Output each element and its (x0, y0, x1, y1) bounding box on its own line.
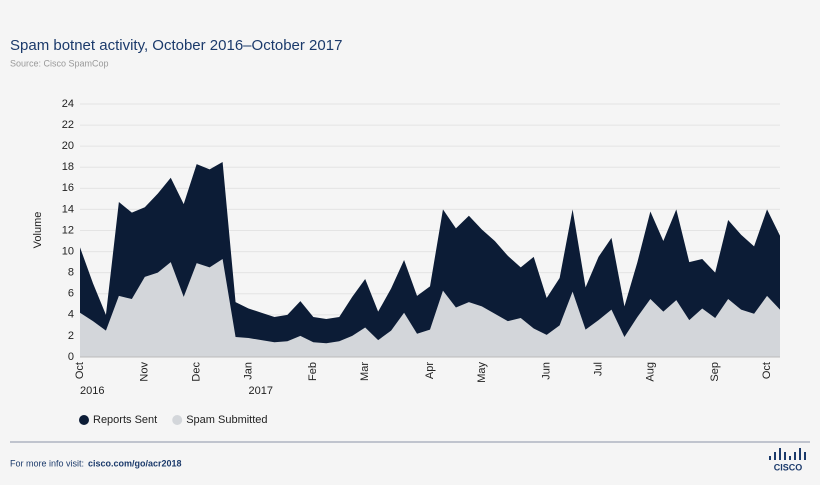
y-tick-label: 16 (62, 182, 74, 194)
y-tick-label: 12 (62, 224, 74, 236)
legend-label: Reports Sent (93, 414, 157, 426)
y-tick-label: 24 (62, 98, 74, 110)
area (80, 161, 780, 357)
chart-subtitle: Source: Cisco SpamCop (10, 58, 109, 68)
y-tick-label: 18 (62, 161, 74, 173)
y-tick-label: 8 (68, 267, 74, 279)
footer-link: cisco.com/go/acr2018 (88, 458, 182, 468)
year-label: 2016 (80, 385, 104, 397)
footer-text: For more info visit: (10, 458, 84, 468)
y-tick-label: 10 (62, 245, 74, 257)
y-tick-label: 0 (68, 351, 74, 363)
legend-marker (79, 415, 89, 425)
y-tick-label: 22 (62, 119, 74, 131)
legend-marker (172, 415, 183, 425)
x-tick-label: Feb (307, 362, 319, 381)
y-tick-label: 4 (68, 309, 74, 321)
logo-bars (769, 448, 806, 460)
chart-title: Spam botnet activity, October 2016–Octob… (10, 37, 342, 54)
x-tick-label: Dec (191, 362, 203, 382)
y-tick-label: 14 (62, 203, 74, 215)
y-tick-label: 20 (62, 140, 74, 152)
x-tick-label: Mar (359, 362, 371, 381)
x-tick-label: Oct (761, 362, 773, 379)
x-tick-label: Apr (424, 362, 436, 379)
x-tick-label: Sep (709, 362, 721, 382)
y-tick-label: 2 (68, 330, 74, 342)
logo-text: CISCO (774, 462, 803, 472)
x-tick-label: Jul (592, 362, 604, 376)
x-tick-label: Aug (644, 362, 656, 382)
legend-label: Spam Submitted (186, 414, 267, 426)
y-tick-label: 6 (68, 288, 74, 300)
x-tick-label: Jun (541, 362, 553, 380)
x-tick-label: May (476, 362, 488, 383)
x-tick-label: Oct (74, 362, 86, 379)
area (80, 258, 780, 357)
x-tick-label: Nov (139, 362, 151, 382)
year-label: 2017 (249, 385, 273, 397)
x-tick-label: Jan (242, 362, 254, 380)
y-axis-label: Volume (32, 212, 44, 249)
